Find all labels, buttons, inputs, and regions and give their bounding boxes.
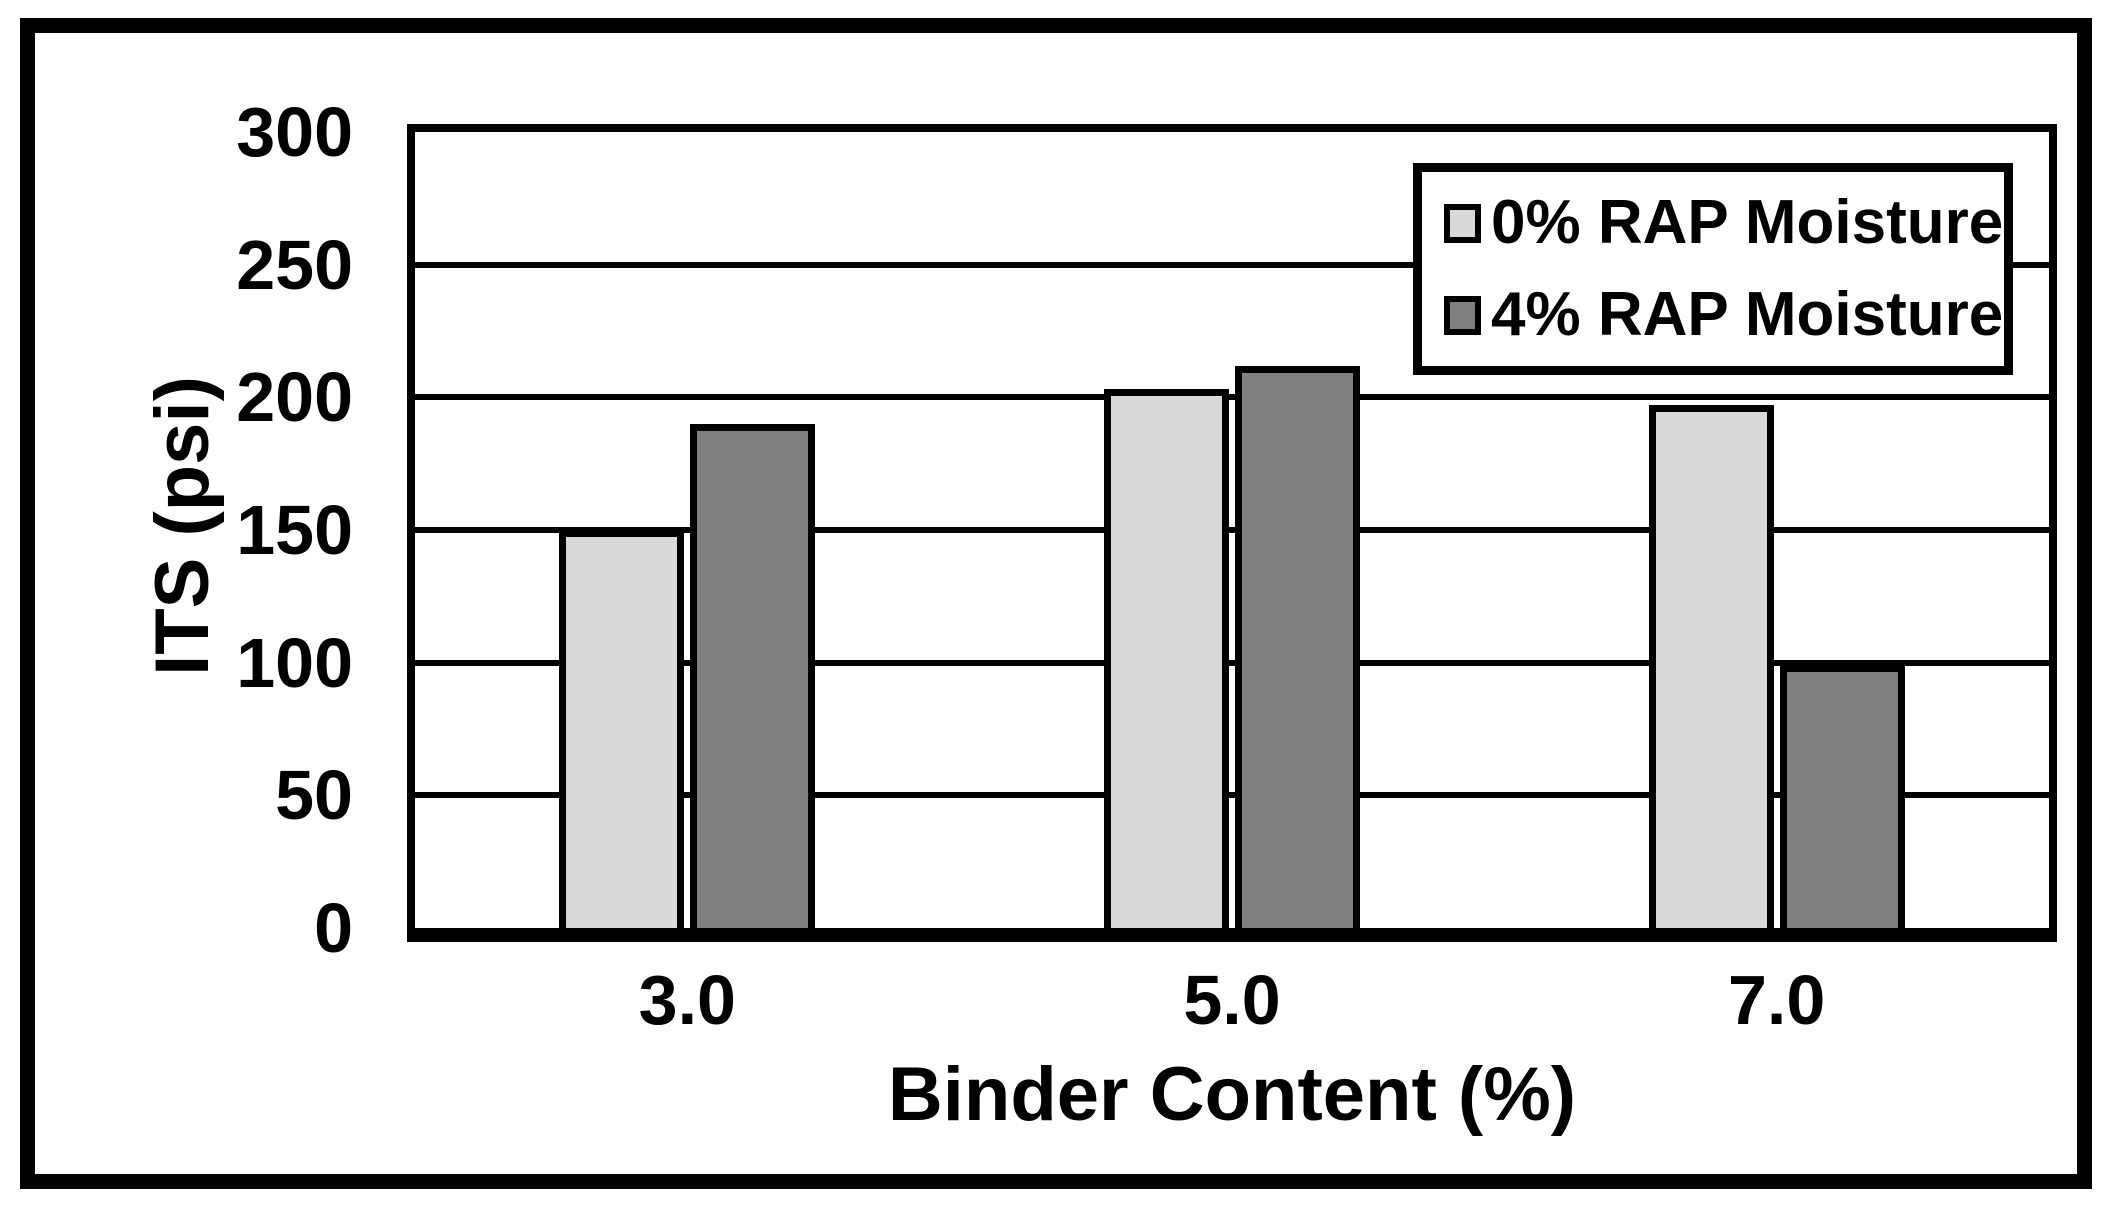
y-axis-tick-label: 300 [236,93,353,171]
gridline [415,394,2049,401]
gridline [415,792,2049,799]
y-axis-tick-label: 0 [314,889,353,967]
bar-4-rap-moisture-7.0 [1779,665,1905,928]
gridline [415,261,2049,268]
bar-4-rap-moisture-3.0 [690,423,816,928]
legend-label: 4% RAP Moisture [1491,280,2004,349]
plot-area: 0% RAP Moisture 4% RAP Moisture [407,124,2057,942]
x-axis-tick-label: 7.0 [1728,961,1826,1039]
legend-color-swatch [1444,203,1481,243]
legend: 0% RAP Moisture 4% RAP Moisture [1413,163,2013,375]
figure-border: ITS (psi) 0 50 100 150 200 250 300 0% RAP Mois… [20,18,2092,1189]
legend-color-swatch [1444,295,1481,335]
bar-4-rap-moisture-5.0 [1235,365,1360,928]
x-axis-title: Binder Content (%) [887,1052,1577,1137]
y-axis-tick-label: 250 [236,225,353,304]
legend-item: 0% RAP Moisture [1444,190,2004,256]
y-axis-tick-label: 200 [236,358,353,437]
legend-label: 0% RAP Moisture [1491,188,2004,257]
x-axis-tick-label: 3.0 [638,961,736,1039]
y-axis-tick-label: 150 [236,491,353,569]
legend-item: 4% RAP Moisture [1444,282,2004,348]
y-axis-tick-label: 100 [236,623,353,702]
gridline [415,527,2049,533]
x-axis-tick-label: 5.0 [1183,961,1281,1039]
bar-0-rap-moisture-7.0 [1648,405,1774,928]
y-axis-tick-label: 50 [275,756,353,835]
gridline [415,659,2049,666]
bar-0-rap-moisture-5.0 [1104,389,1229,928]
bar-0-rap-moisture-3.0 [559,530,685,928]
